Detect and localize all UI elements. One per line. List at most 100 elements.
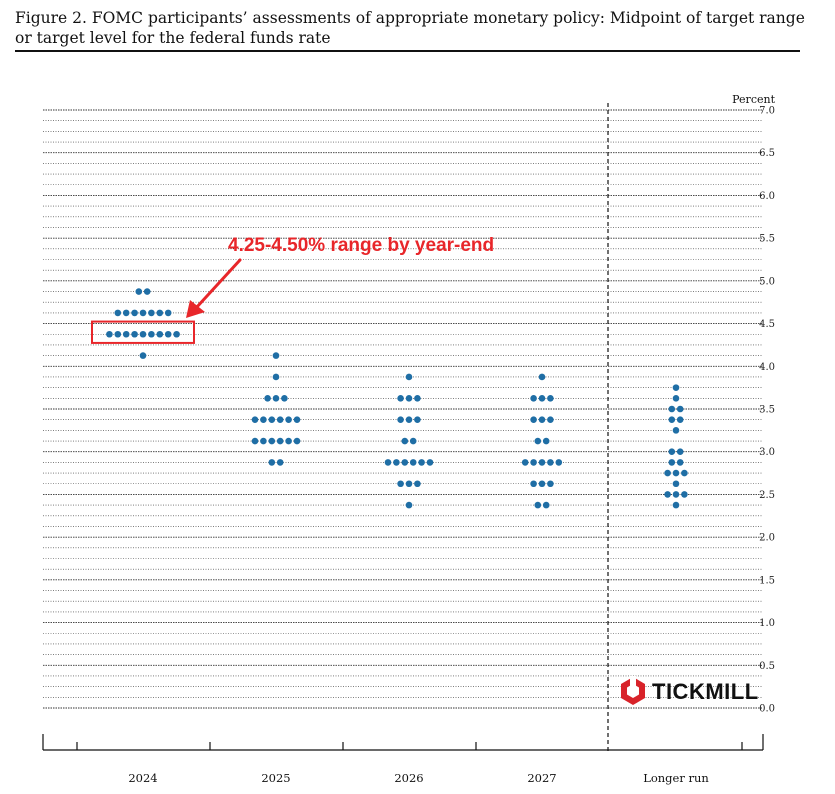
dot-point: [405, 480, 413, 488]
tickmill-logo: TICKMILL: [621, 676, 759, 705]
dot-point: [672, 427, 680, 434]
dot-point: [285, 437, 292, 445]
annotation-arrow: [186, 258, 242, 318]
dot-point: [676, 405, 684, 413]
dot-point: [285, 416, 292, 423]
dot-point: [547, 395, 554, 402]
y-tick-label: 7.0: [759, 106, 775, 117]
y-tick-label: 1.0: [759, 618, 775, 629]
dot-point: [409, 459, 417, 466]
dot-point: [397, 480, 404, 488]
dot-point: [530, 416, 537, 423]
y-tick-label: 3.0: [759, 447, 775, 458]
dot-point: [668, 448, 676, 456]
dot-point: [521, 459, 529, 466]
y-tick-label: 0.0: [759, 704, 775, 715]
dot-point: [122, 330, 130, 338]
dot-point: [672, 501, 680, 509]
dot-point: [272, 352, 280, 359]
y-tick-label: 3.5: [759, 405, 775, 416]
dot-point: [534, 501, 542, 509]
dot-point: [293, 416, 301, 423]
y-tick-label: 5.0: [759, 276, 775, 287]
dot-point: [542, 437, 550, 445]
annotation-text: 4.25-4.50% range by year-end: [228, 235, 494, 256]
dot-point: [173, 330, 180, 338]
x-axis-category-labels: 2024 2025 2026 2027 Longer run: [128, 771, 709, 785]
dot-point: [405, 501, 413, 509]
dot-point: [131, 330, 138, 338]
dot-point: [530, 459, 537, 466]
dot-point: [272, 373, 280, 381]
dot-point: [672, 491, 680, 498]
x-category-label: 2024: [128, 771, 157, 785]
gridlines: [43, 109, 763, 709]
dot-point: [251, 416, 259, 423]
dot-point: [530, 480, 537, 488]
dot-point: [664, 491, 671, 498]
dot-point: [405, 416, 413, 423]
dot-point: [135, 288, 143, 295]
dot-point: [139, 309, 147, 317]
y-tick-label: 4.5: [759, 319, 775, 330]
dot-point: [139, 330, 147, 338]
y-tick-label: 5.5: [759, 234, 775, 245]
dot-point: [106, 330, 113, 338]
dot-point: [397, 395, 404, 402]
x-category-label: 2027: [527, 771, 556, 785]
dot-point: [414, 480, 421, 488]
logo-wordmark: TICKMILL: [652, 679, 759, 704]
dot-point: [530, 395, 537, 402]
dot-point: [538, 373, 546, 381]
x-category-label: 2026: [394, 771, 423, 785]
dot-point: [676, 459, 684, 466]
dot-point: [664, 469, 671, 477]
dot-point: [131, 309, 138, 317]
y-tick-label: 0.5: [759, 661, 775, 672]
dot-point: [114, 309, 122, 317]
dot-point: [542, 501, 550, 509]
dot-point: [268, 416, 276, 423]
y-tick-label: 6.5: [759, 148, 775, 159]
dot-point: [405, 373, 413, 381]
dot-point: [384, 459, 392, 466]
dot-point: [164, 330, 172, 338]
x-category-label: 2025: [261, 771, 290, 785]
dot-point: [281, 395, 288, 402]
dot-point: [538, 480, 546, 488]
dot-point: [538, 416, 546, 423]
dot-point: [272, 395, 280, 402]
dot-point: [414, 416, 421, 423]
dot-point: [681, 491, 688, 498]
dot-point: [156, 330, 164, 338]
dot-point: [148, 309, 155, 317]
dot-point: [139, 352, 147, 359]
dot-point: [547, 416, 554, 423]
dot-point: [672, 384, 680, 391]
dot-point: [264, 395, 271, 402]
dot-point: [418, 459, 425, 466]
dot-point: [276, 416, 284, 423]
dot-series: [106, 288, 688, 509]
y-axis-unit-label: Percent: [732, 93, 775, 106]
y-tick-label: 2.5: [759, 490, 775, 501]
dot-point: [414, 395, 421, 402]
dot-point: [397, 416, 404, 423]
dot-point: [547, 480, 554, 488]
dot-point: [547, 459, 554, 466]
title-rule: [15, 50, 800, 52]
dot-point: [260, 437, 267, 445]
dot-point: [148, 330, 155, 338]
dot-point: [401, 459, 409, 466]
x-category-label: Longer run: [643, 771, 709, 785]
y-tick-label: 6.0: [759, 191, 775, 202]
y-tick-label: 4.0: [759, 362, 775, 373]
dot-point: [260, 416, 267, 423]
dot-point: [268, 437, 276, 445]
dot-point: [293, 437, 301, 445]
dot-point: [676, 416, 684, 423]
dot-point: [672, 395, 680, 402]
y-tick-label: 2.0: [759, 533, 775, 544]
dot-point: [409, 437, 417, 445]
